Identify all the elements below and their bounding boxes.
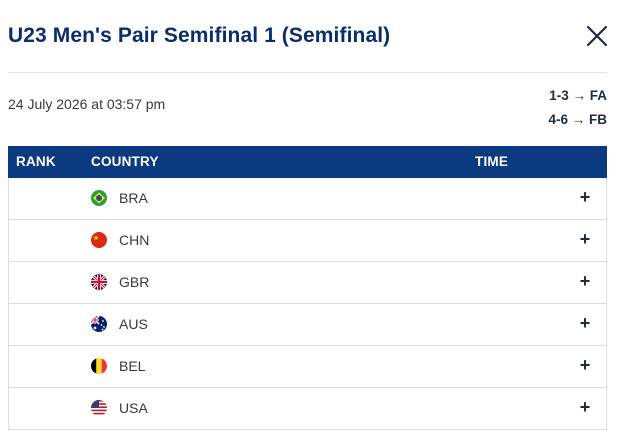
table-row[interactable]: CHN + <box>8 220 607 262</box>
table-row[interactable]: GBR + <box>8 262 607 304</box>
country-code: CHN <box>119 232 150 248</box>
table-row[interactable]: AUS + <box>8 304 607 346</box>
modal-header: U23 Men's Pair Semifinal 1 (Semifinal) <box>8 22 611 56</box>
china-flag-icon <box>91 232 107 248</box>
country-code: BRA <box>119 190 148 206</box>
close-button[interactable] <box>585 24 609 48</box>
country-code: BEL <box>119 358 146 374</box>
page-title: U23 Men's Pair Semifinal 1 (Semifinal) <box>8 24 391 47</box>
results-table: RANK COUNTRY TIME BRA + CHN + <box>8 146 607 430</box>
table-row[interactable]: USA + <box>8 388 607 430</box>
belgium-flag-icon <box>91 358 107 374</box>
progression-fa: 1-3 → FA <box>549 88 607 103</box>
progression-fb: 4-6 → FB <box>548 112 607 127</box>
column-country: COUNTRY <box>91 154 159 169</box>
column-time: TIME <box>475 154 509 169</box>
usa-flag-icon <box>91 400 107 416</box>
brazil-flag-icon <box>91 190 107 206</box>
expand-button[interactable]: + <box>579 271 591 291</box>
country-code: AUS <box>119 316 148 332</box>
race-date: 24 July 2026 at 03:57 pm <box>8 96 166 112</box>
expand-button[interactable]: + <box>579 229 591 249</box>
table-row[interactable]: BRA + <box>8 178 607 220</box>
column-rank: RANK <box>16 154 56 169</box>
expand-button[interactable]: + <box>579 313 591 333</box>
header-divider <box>8 72 607 73</box>
progression-info: 1-3 → FA 4-6 → FB <box>548 84 607 132</box>
table-row[interactable]: BEL + <box>8 346 607 388</box>
country-code: USA <box>119 400 148 416</box>
close-icon <box>586 25 608 47</box>
expand-button[interactable]: + <box>579 355 591 375</box>
country-code: GBR <box>119 274 150 290</box>
table-header: RANK COUNTRY TIME <box>8 146 607 178</box>
expand-button[interactable]: + <box>579 187 591 207</box>
great-britain-flag-icon <box>91 274 107 290</box>
expand-button[interactable]: + <box>579 397 591 417</box>
australia-flag-icon <box>91 316 107 332</box>
